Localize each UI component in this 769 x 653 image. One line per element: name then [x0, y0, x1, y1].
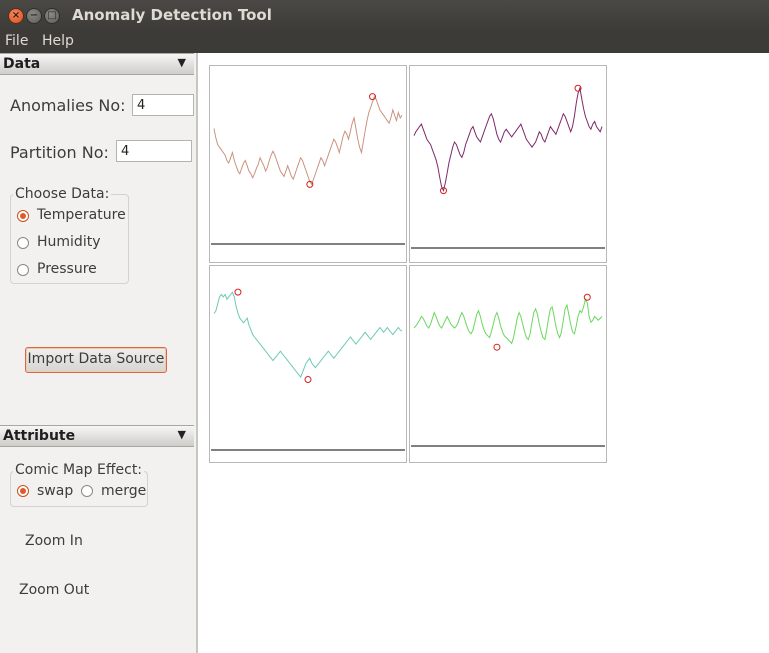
zoom-in-button[interactable]: Zoom In — [25, 533, 83, 549]
chart-panel-1[interactable] — [209, 65, 407, 263]
anomaly-marker — [493, 343, 501, 351]
menu-bar: File Help — [0, 31, 769, 53]
partition-label: Partition No: — [10, 143, 109, 162]
anomaly-marker — [306, 180, 314, 188]
chart-panel-4[interactable] — [409, 265, 607, 463]
pressure-option-label[interactable]: Pressure — [37, 261, 97, 277]
series-line — [413, 297, 603, 345]
menu-file[interactable]: File — [5, 33, 29, 49]
data-section-header[interactable]: Data ▼ — [0, 53, 194, 75]
anomaly-marker — [439, 187, 447, 195]
radio-pressure[interactable] — [17, 264, 29, 276]
anomaly-marker — [583, 293, 591, 301]
import-data-source-button[interactable]: Import Data Source — [25, 347, 167, 373]
radio-humidity[interactable] — [17, 237, 29, 249]
minimize-window-button[interactable]: − — [26, 8, 42, 24]
chart-area — [198, 53, 769, 653]
temperature-option-label[interactable]: Temperature — [37, 207, 126, 223]
maximize-window-button[interactable]: □ — [44, 8, 60, 24]
anomalies-input[interactable]: 4 — [132, 94, 194, 116]
series-line — [213, 291, 403, 379]
partition-input[interactable]: 4 — [116, 140, 192, 162]
zoom-out-button[interactable]: Zoom Out — [19, 582, 90, 598]
anomaly-marker — [304, 375, 312, 383]
chart-panel-3[interactable] — [209, 265, 407, 463]
anomaly-marker — [574, 84, 582, 92]
triangle-down-icon[interactable]: ▼ — [177, 56, 186, 69]
swap-option-label[interactable]: swap — [37, 483, 74, 499]
chart-2 — [411, 84, 605, 249]
title-bar: × − □ Anomaly Detection Tool — [0, 0, 769, 31]
attribute-section-title: Attribute — [3, 428, 76, 444]
radio-swap[interactable] — [17, 485, 29, 497]
radio-merge[interactable] — [81, 485, 93, 497]
series-line — [213, 95, 403, 186]
chart-3 — [211, 288, 405, 451]
radio-temperature[interactable] — [17, 210, 29, 222]
attribute-section-header[interactable]: Attribute ▼ — [0, 425, 194, 447]
comic-map-effect-label: Comic Map Effect: — [13, 462, 145, 478]
anomaly-marker — [369, 93, 377, 101]
chart-4 — [411, 293, 605, 447]
merge-option-label[interactable]: merge — [101, 483, 147, 499]
chart-1 — [211, 93, 405, 245]
sidebar: Data ▼ Anomalies No: 4 Partition No: 4 C… — [0, 53, 198, 653]
data-section-title: Data — [3, 56, 41, 72]
humidity-option-label[interactable]: Humidity — [37, 234, 101, 250]
anomaly-marker — [234, 288, 242, 296]
chart-panel-2[interactable] — [409, 65, 607, 263]
triangle-down-icon[interactable]: ▼ — [177, 428, 186, 441]
close-window-button[interactable]: × — [8, 8, 24, 24]
series-line — [413, 86, 603, 193]
anomalies-label: Anomalies No: — [10, 96, 126, 115]
choose-data-label: Choose Data: — [13, 186, 112, 202]
window-title: Anomaly Detection Tool — [72, 6, 272, 24]
menu-help[interactable]: Help — [42, 33, 74, 49]
